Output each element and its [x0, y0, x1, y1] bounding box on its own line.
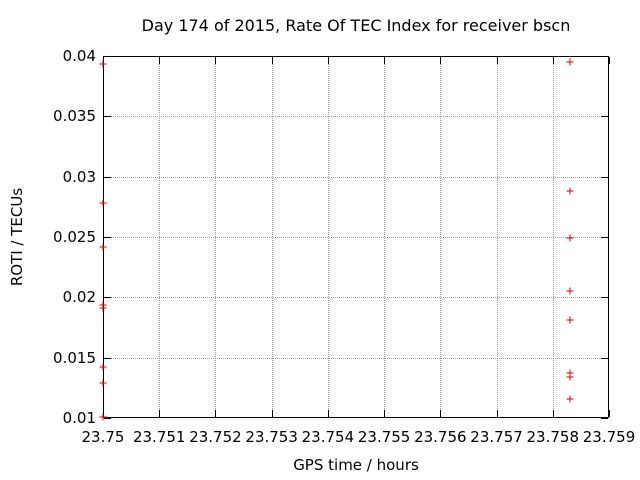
- data-point-marker: [99, 304, 107, 312]
- y-tick-label: 0.015: [53, 348, 96, 367]
- x-tick-bottom: [440, 410, 442, 417]
- x-tick-bottom: [103, 410, 104, 417]
- x-tick-label: 23.751: [132, 428, 186, 446]
- x-tick-top: [609, 57, 610, 64]
- x-tick-label: 23.758: [526, 428, 580, 446]
- x-tick-bottom: [496, 410, 498, 417]
- y-gridline: [104, 116, 608, 118]
- data-point-marker: [566, 395, 574, 403]
- x-tick-bottom: [159, 410, 161, 417]
- data-point-marker: [99, 243, 107, 251]
- chart-title: Day 174 of 2015, Rate Of TEC Index for r…: [141, 16, 571, 35]
- x-tick-bottom: [327, 410, 329, 417]
- x-tick-label: 23.753: [245, 428, 298, 446]
- y-tick-label: 0.01: [62, 409, 96, 427]
- x-tick-label: 23.755: [357, 428, 411, 446]
- data-point-marker: [99, 363, 107, 371]
- x-tick-top: [552, 57, 554, 64]
- x-tick-bottom: [271, 410, 273, 417]
- data-point-marker: [99, 379, 107, 387]
- x-tick-bottom: [609, 410, 610, 417]
- y-gridline: [104, 357, 608, 359]
- plot-area: [103, 56, 610, 419]
- y-tick-label: 0.035: [53, 107, 96, 126]
- x-tick-bottom: [552, 410, 554, 417]
- y-tick-right: [601, 357, 608, 359]
- x-tick-bottom: [384, 410, 386, 417]
- x-tick-top: [271, 57, 273, 64]
- y-tick-left: [104, 297, 111, 299]
- data-point-marker: [99, 301, 107, 309]
- data-point-marker: [566, 187, 574, 195]
- data-point-marker: [566, 58, 574, 66]
- data-point-marker: [566, 369, 574, 377]
- data-point-marker: [566, 316, 574, 324]
- y-tick-label: 0.025: [53, 228, 96, 246]
- y-tick-left: [104, 418, 111, 419]
- y-tick-right: [601, 176, 608, 178]
- y-tick-left: [104, 237, 111, 238]
- y-tick-label: 0.02: [62, 288, 96, 307]
- y-tick-right: [601, 297, 608, 299]
- data-point-marker: [99, 413, 107, 421]
- x-tick-label: 23.75: [81, 428, 125, 446]
- data-point-marker: [566, 287, 574, 295]
- y-tick-right: [601, 237, 608, 238]
- x-tick-bottom: [215, 410, 217, 417]
- y-tick-left: [104, 56, 111, 57]
- x-tick-top: [327, 57, 329, 64]
- x-tick-top: [496, 57, 498, 64]
- x-tick-top: [103, 57, 104, 64]
- y-tick-left: [104, 176, 111, 178]
- y-tick-right: [601, 116, 608, 118]
- y-gridline: [104, 176, 608, 178]
- y-gridline: [104, 297, 608, 299]
- x-tick-label: 23.759: [582, 428, 636, 446]
- x-tick-label: 23.757: [470, 428, 523, 446]
- x-axis-label: GPS time / hours: [293, 456, 419, 474]
- y-tick-right: [601, 418, 608, 419]
- x-tick-top: [159, 57, 161, 64]
- x-tick-top: [384, 57, 386, 64]
- x-tick-top: [440, 57, 442, 64]
- y-gridline: [104, 237, 608, 238]
- x-tick-label: 23.754: [301, 428, 355, 446]
- data-point-marker: [566, 234, 574, 242]
- y-tick-left: [104, 116, 111, 118]
- data-point-marker: [566, 373, 574, 381]
- y-tick-left: [104, 357, 111, 359]
- x-tick-top: [215, 57, 217, 64]
- data-point-marker: [99, 60, 107, 68]
- y-tick-label: 0.04: [62, 47, 96, 65]
- y-tick-right: [601, 56, 608, 57]
- y-tick-label: 0.03: [62, 167, 96, 186]
- x-tick-label: 23.756: [414, 428, 467, 446]
- x-tick-label: 23.752: [189, 428, 242, 446]
- data-point-marker: [99, 199, 107, 207]
